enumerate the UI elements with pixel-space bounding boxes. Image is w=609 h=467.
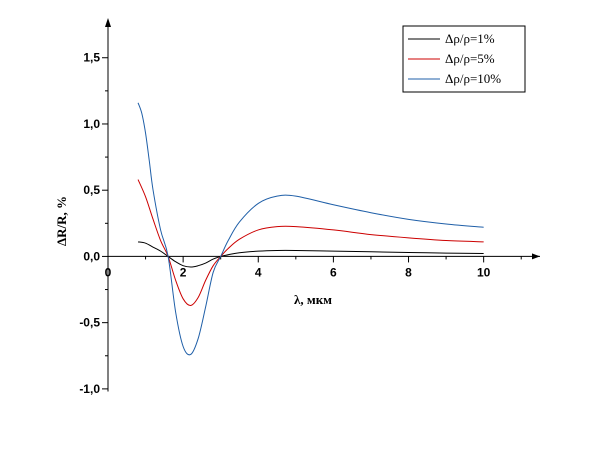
legend-label-3: Δρ/ρ=10%: [445, 71, 501, 86]
y-tick-label: 1,0: [83, 117, 100, 131]
y-axis-arrow: [105, 18, 111, 27]
x-axis-title: λ, мкм: [294, 292, 332, 307]
y-tick-label: 0,0: [83, 249, 100, 263]
x-tick-label: 0: [105, 265, 112, 279]
legend: Δρ/ρ=1% Δρ/ρ=5% Δρ/ρ=10%: [402, 25, 526, 93]
series-line-1: [137, 241, 484, 268]
x-tick-label: 6: [330, 265, 337, 279]
x-tick-label: 2: [180, 265, 187, 279]
legend-label-1: Δρ/ρ=1%: [445, 31, 495, 46]
y-tick-label: 0,5: [83, 183, 100, 197]
y-axis-title: ΔR/R, %: [54, 196, 69, 246]
x-axis-arrow: [532, 253, 540, 260]
series-line-2: [137, 179, 484, 306]
x-tick-label: 8: [405, 265, 412, 279]
series-line-3: [137, 102, 484, 356]
y-tick-label: 1,5: [83, 51, 100, 65]
x-tick-label: 10: [477, 265, 491, 279]
y-tick-label: -0,5: [79, 316, 100, 330]
series-layer: [137, 102, 484, 356]
axes: -1,0 -0,5 0,0 0,5 1,0 1,5 0 2 4 6 8 10: [79, 18, 540, 396]
x-tick-label: 4: [255, 265, 262, 279]
y-tick-label: -1,0: [79, 382, 100, 396]
legend-label-2: Δρ/ρ=5%: [445, 51, 495, 66]
